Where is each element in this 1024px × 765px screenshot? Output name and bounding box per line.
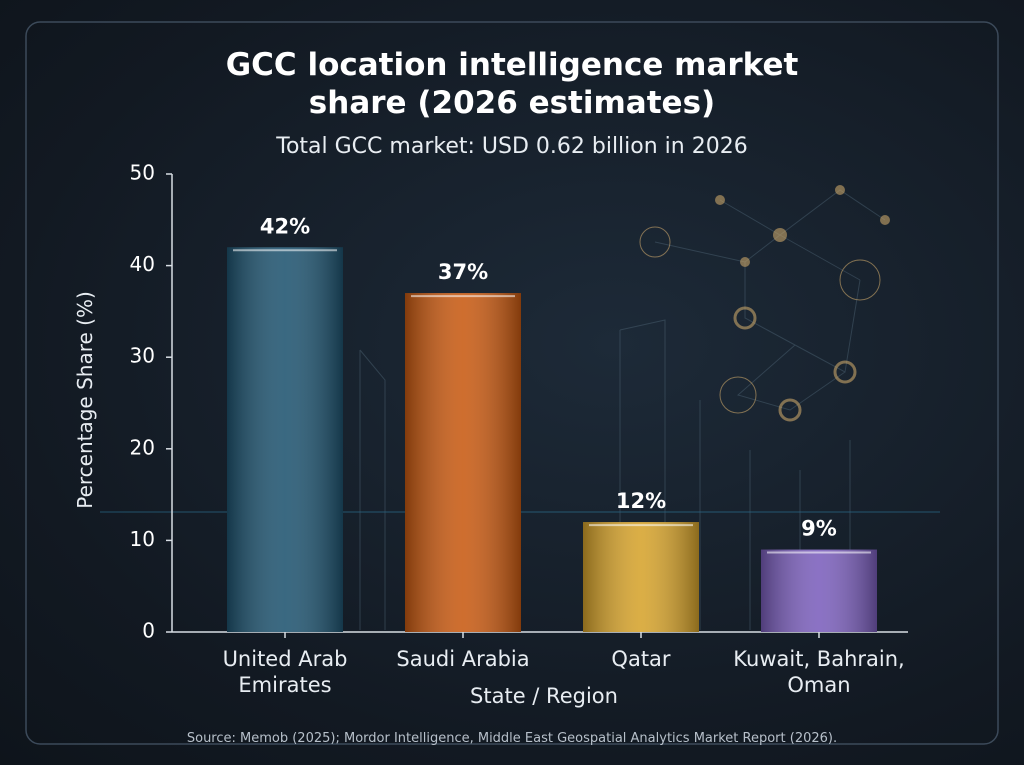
- value-label: 12%: [616, 489, 666, 513]
- panel-border: [25, 21, 999, 745]
- network-nodes: [639, 185, 890, 422]
- y-tick-label: 40: [130, 252, 155, 276]
- y-tick-label: 0: [142, 619, 155, 643]
- y-tick-label: 10: [130, 527, 155, 551]
- value-label: 37%: [438, 260, 488, 284]
- bar: [761, 549, 877, 632]
- source-note: Source: Memob (2025); Mordor Intelligenc…: [186, 731, 838, 746]
- y-axis-label: Percentage Share (%): [73, 291, 97, 509]
- bar: [583, 522, 699, 632]
- x-axis-label: State / Region: [470, 684, 618, 708]
- x-tick-label: Kuwait, Bahrain, Oman: [733, 647, 905, 697]
- chart-subtitle: Total GCC market: USD 0.62 billion in 20…: [276, 134, 748, 159]
- bar: [227, 247, 343, 632]
- x-tick-label: Qatar: [611, 647, 671, 671]
- x-tick-label: Saudi Arabia: [396, 647, 530, 671]
- value-label: 9%: [801, 517, 837, 541]
- bar: [405, 293, 521, 632]
- y-tick-label: 30: [130, 344, 155, 368]
- y-tick-label: 50: [130, 161, 155, 185]
- value-label: 42%: [260, 214, 310, 238]
- y-tick-label: 20: [130, 435, 155, 459]
- chart-title: GCC location intelligence market share (…: [225, 47, 799, 121]
- x-tick-label: United Arab Emirates: [222, 647, 348, 697]
